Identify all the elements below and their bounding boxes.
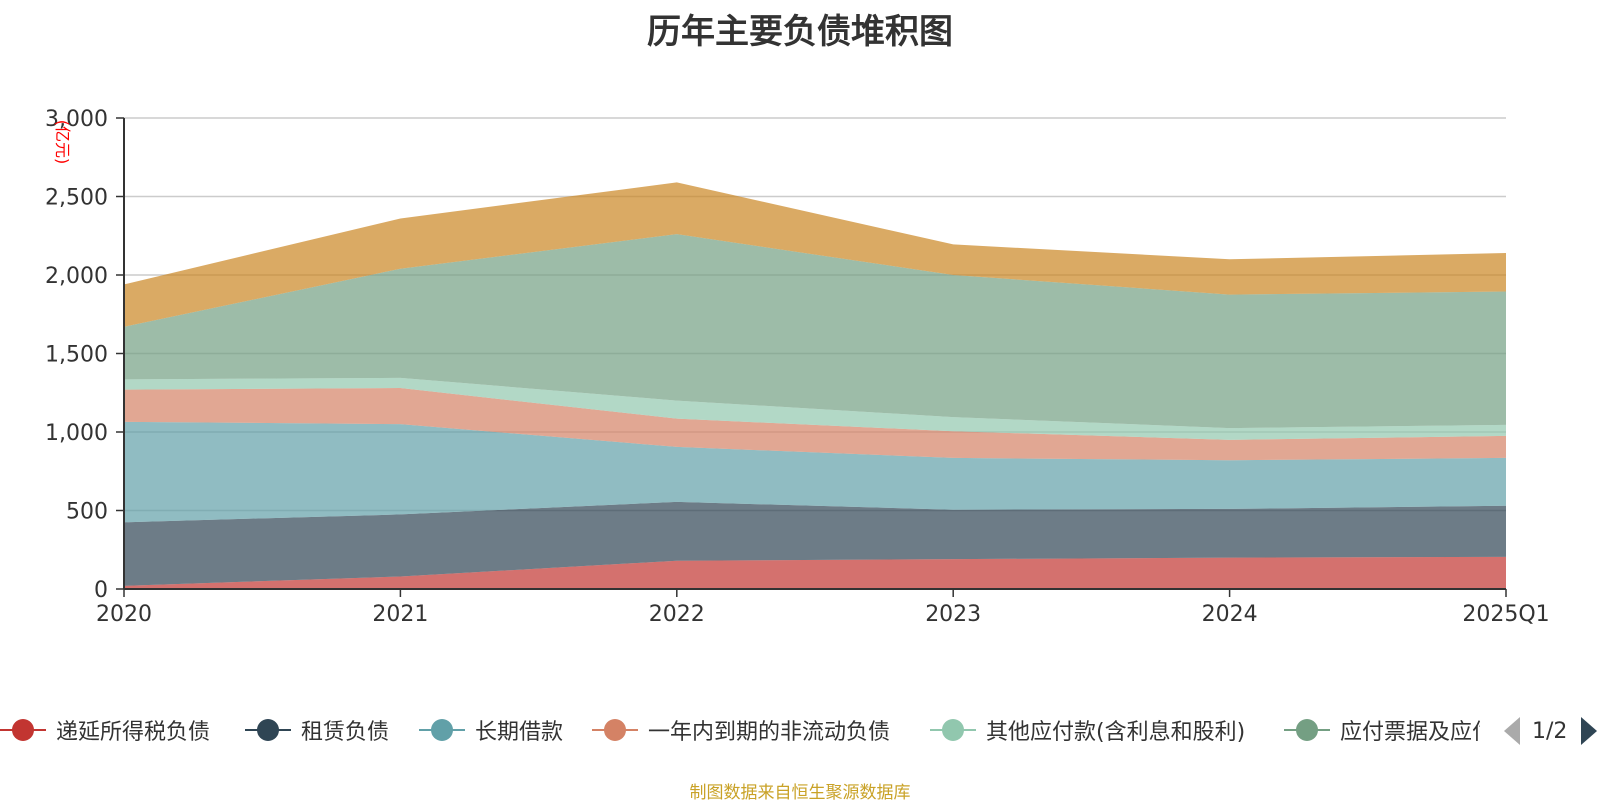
area-一年内到期的非流动负债[interactable]: [124, 388, 1506, 461]
y-unit-label: (亿元): [53, 120, 72, 165]
area-series: [124, 182, 1506, 589]
area-租赁负债[interactable]: [124, 501, 1506, 586]
y-tick-label: 2,500: [45, 186, 108, 211]
x-tick-label: 2024: [1202, 602, 1258, 627]
legend-item[interactable]: 应付票据及应付账款: [1284, 712, 1480, 748]
area-递延所得税负债[interactable]: [124, 556, 1506, 589]
legend-marker-icon: [1284, 712, 1330, 748]
legend-label: 一年内到期的非流动负债: [648, 720, 891, 745]
legend-dot: [12, 719, 34, 741]
source-note: 制图数据来自恒生聚源数据库: [689, 783, 911, 803]
y-tick-label: 0: [94, 578, 108, 603]
legend-marker-icon: [930, 712, 976, 748]
legend-item[interactable]: 一年内到期的非流动负债: [592, 712, 890, 748]
chart-title: 历年主要负债堆积图: [647, 12, 953, 52]
legend-marker-icon: [592, 712, 638, 748]
legend-item[interactable]: 长期借款: [419, 712, 563, 748]
legend-label: 应付票据及应付账款: [1340, 720, 1480, 745]
legend-marker-icon: [419, 712, 465, 748]
area-长期借款[interactable]: [124, 421, 1506, 523]
x-tick-label: 2020: [96, 602, 152, 627]
area-应付票据及应付账款[interactable]: [124, 234, 1506, 429]
legend-dot: [431, 719, 453, 741]
y-tick-label: 2,000: [45, 264, 108, 289]
legend-prev-page-icon[interactable]: [1504, 717, 1520, 745]
legend-page-indicator: 1/2: [1532, 718, 1568, 744]
y-tick-label: 3,000: [45, 107, 108, 132]
x-tick-label: 2023: [925, 602, 981, 627]
x-tick-label: 2025Q1: [1462, 602, 1549, 627]
legend-label: 其他应付款(含利息和股利): [986, 720, 1246, 745]
legend-marker-icon: [0, 712, 46, 748]
x-tick-label: 2022: [649, 602, 705, 627]
legend: 递延所得税负债 租赁负债 长期借款 一年内到期的非流动负债 其他应付款(含利息和股利) 应…: [0, 712, 1600, 748]
y-tick-label: 1,000: [45, 421, 108, 446]
legend-dot: [942, 719, 964, 741]
legend-label: 长期借款: [475, 720, 564, 745]
area-合同负债[interactable]: [124, 182, 1506, 327]
legend-pager: 1/2: [1504, 713, 1598, 749]
y-tick-label: 500: [66, 500, 108, 525]
legend-label: 递延所得税负债: [56, 720, 211, 745]
legend-item[interactable]: 其他应付款(含利息和股利): [930, 712, 1245, 748]
legend-item[interactable]: 租赁负债: [245, 712, 389, 748]
legend-label: 租赁负债: [301, 720, 390, 745]
legend-marker-icon: [245, 712, 291, 748]
legend-next-page-icon[interactable]: [1581, 717, 1598, 745]
legend-dot: [1296, 719, 1318, 741]
legend-dot: [257, 719, 279, 741]
axes: 0 500 1,000 1,500 2,000 2,500 3,000 2020 2021 202…: [45, 107, 1550, 627]
legend-dot: [604, 719, 626, 741]
x-tick-label: 2021: [372, 602, 428, 627]
legend-items: 递延所得税负债 租赁负债 长期借款 一年内到期的非流动负债 其他应付款(含利息和股利) 应…: [0, 712, 1480, 748]
legend-item[interactable]: 递延所得税负债: [0, 712, 210, 748]
y-tick-label: 1,500: [45, 343, 108, 368]
